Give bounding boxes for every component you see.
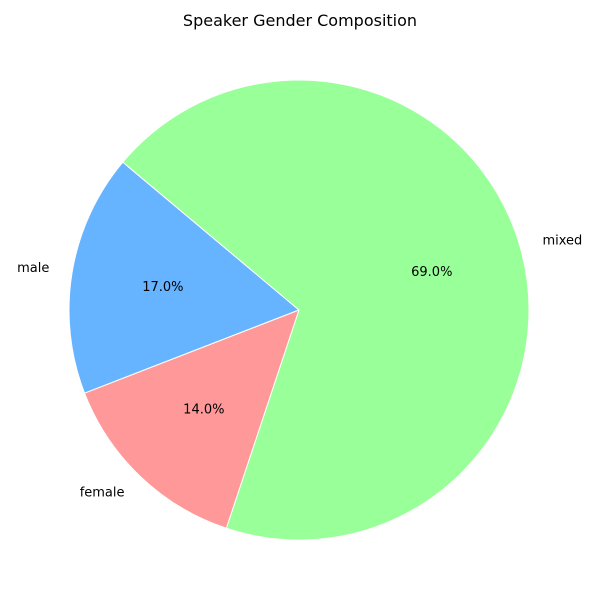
- pie-slice-male: [68, 161, 300, 394]
- slice-label-female: female: [80, 486, 125, 501]
- slice-label-male: male: [17, 261, 49, 276]
- pie-slice-female: [83, 309, 300, 529]
- slices-layer: [68, 79, 530, 541]
- labels-layer: male 17.0% female 14.0% mixed 69.0%: [17, 234, 582, 501]
- pie-slice-mixed: [122, 79, 530, 541]
- chart-title: Speaker Gender Composition: [182, 11, 418, 30]
- slice-percent-male: 17.0%: [142, 280, 183, 295]
- slice-percent-female: 14.0%: [183, 402, 224, 417]
- slice-percent-mixed: 69.0%: [411, 265, 452, 280]
- slice-label-mixed: mixed: [542, 234, 582, 249]
